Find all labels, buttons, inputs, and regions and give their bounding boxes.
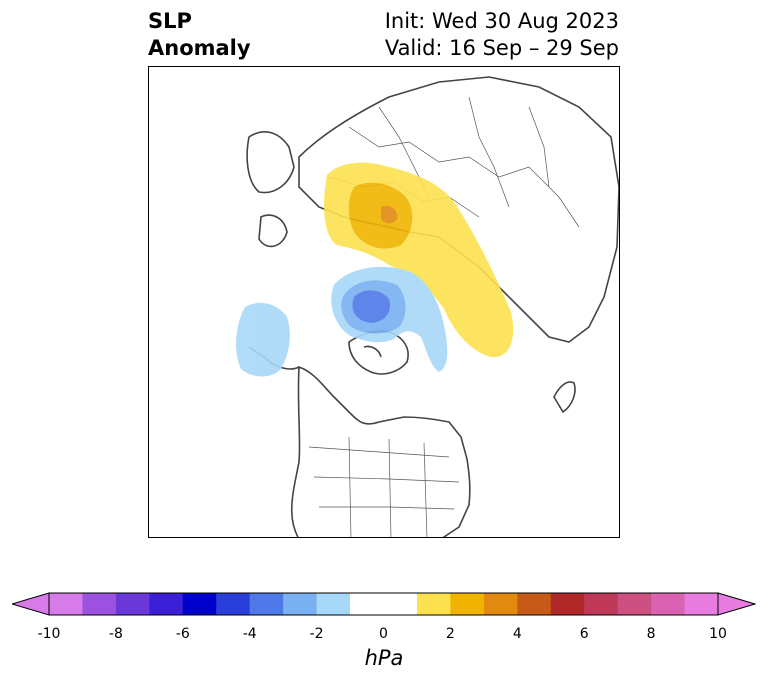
colorbar-tick-label: 0 xyxy=(379,626,388,642)
colorbar-cell xyxy=(416,593,451,615)
colorbar-tick-label: 10 xyxy=(709,626,727,642)
title-line-1: SLP xyxy=(148,9,192,33)
colorbar-tick-label: -4 xyxy=(242,626,257,642)
map-panel xyxy=(148,66,620,538)
title-line-2: Anomaly xyxy=(148,36,251,60)
colorbar-max-arrow xyxy=(717,592,756,616)
colorbar-tick-label: 6 xyxy=(579,626,589,642)
colorbar-cell xyxy=(216,593,251,615)
slp-anomaly-fill xyxy=(236,162,514,377)
colorbar-min-arrow xyxy=(12,592,50,616)
colorbar-tick-label: -6 xyxy=(175,626,190,642)
valid-period: Valid: 16 Sep – 29 Sep xyxy=(384,36,619,60)
colorbar-cell xyxy=(483,593,518,615)
colorbar xyxy=(12,592,756,616)
colorbar-cell xyxy=(182,593,217,615)
colorbar-cell xyxy=(283,593,318,615)
positive-anomaly-inner xyxy=(348,182,413,249)
colorbar-tick-label: -8 xyxy=(108,626,123,642)
positive-anomaly-core xyxy=(381,205,398,224)
init-date: Init: Wed 30 Aug 2023 xyxy=(384,9,619,33)
map-canvas xyxy=(236,76,619,537)
colorbar-cell xyxy=(350,593,384,615)
colorbar-cell xyxy=(115,593,150,615)
colorbar-cell xyxy=(249,593,284,615)
colorbar-cell xyxy=(383,593,418,615)
colorbar-cell xyxy=(651,593,686,615)
forecast-dates: Init: Wed 30 Aug 2023 Valid: 16 Sep – 29… xyxy=(385,8,619,62)
colorbar-cell xyxy=(149,593,184,615)
colorbar-cell xyxy=(584,593,619,615)
colorbar-tick-label: -2 xyxy=(309,626,324,642)
colorbar-cell xyxy=(316,593,351,615)
colorbar-tick-label: -10 xyxy=(37,626,61,642)
colorbar-unit-label: hPa xyxy=(364,646,404,670)
colorbar-cell xyxy=(684,593,719,615)
negative-anomaly-core xyxy=(352,290,391,323)
colorbar-cell xyxy=(49,593,83,615)
pacific-negative-anomaly xyxy=(236,302,290,377)
colorbar-tick-label: 4 xyxy=(512,626,522,642)
colorbar-tick-label: 8 xyxy=(646,626,656,642)
colorbar-cell xyxy=(550,593,585,615)
country-borders xyxy=(308,96,580,537)
colorbar-cell xyxy=(617,593,652,615)
colorbar-cell xyxy=(517,593,552,615)
colorbar-cell xyxy=(450,593,485,615)
colorbar-cell xyxy=(82,593,117,615)
map-title: SLP Anomaly xyxy=(148,8,251,62)
colorbar-tick-label: 2 xyxy=(445,626,455,642)
colorbar-frame xyxy=(48,592,719,616)
